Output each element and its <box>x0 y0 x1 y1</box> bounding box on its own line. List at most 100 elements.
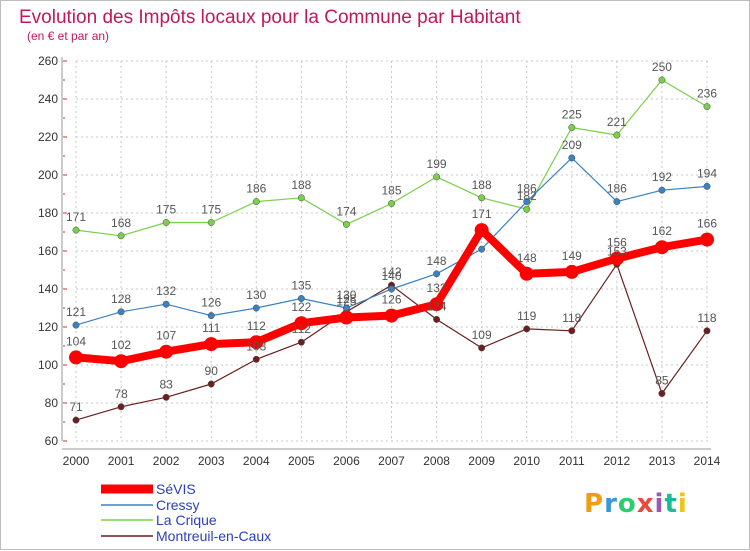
data-point <box>207 219 215 226</box>
data-point <box>523 325 531 333</box>
logo-letter: r <box>604 489 618 519</box>
x-tick-label: 2001 <box>108 454 135 468</box>
series-layer <box>69 76 714 424</box>
data-label: 132 <box>156 284 176 298</box>
data-point <box>703 103 711 111</box>
data-point <box>117 308 125 316</box>
data-label: 119 <box>517 309 536 323</box>
data-point <box>252 304 260 312</box>
data-label: 182 <box>517 189 537 203</box>
data-point <box>114 354 129 369</box>
data-label: 132 <box>427 281 447 295</box>
data-point <box>339 310 354 325</box>
y-tick-label: 220 <box>38 130 58 144</box>
data-point <box>294 316 309 331</box>
data-label: 121 <box>66 305 86 319</box>
x-tick-label: 2007 <box>378 454 405 468</box>
data-point <box>297 338 305 346</box>
data-point <box>252 198 260 206</box>
axes: 60 80 100 120 140 160 180 200 220 240 260 2000 2001 2… <box>38 54 721 468</box>
data-label: 250 <box>652 60 672 74</box>
legend-label: La Crique <box>156 512 217 528</box>
data-label: 142 <box>381 265 401 279</box>
data-point <box>519 266 534 281</box>
data-label: 192 <box>652 170 672 184</box>
data-label: 85 <box>655 374 669 388</box>
y-tick-label: 160 <box>38 244 58 258</box>
data-label: 102 <box>111 338 131 352</box>
data-label: 174 <box>336 204 356 218</box>
data-point <box>609 251 624 266</box>
data-point <box>478 344 486 352</box>
data-point <box>703 327 711 335</box>
data-label: 112 <box>247 319 266 333</box>
data-label: 149 <box>562 249 582 263</box>
data-label: 109 <box>472 328 492 342</box>
proxiti-logo: Proxiti <box>584 489 688 519</box>
data-label: 186 <box>607 182 627 196</box>
x-tick-label: 2011 <box>559 454 585 468</box>
logo-letter: o <box>617 489 637 519</box>
y-tick-label: 180 <box>38 206 58 220</box>
data-label: 168 <box>111 216 131 230</box>
y-tick-label: 260 <box>38 54 58 68</box>
data-point <box>700 232 714 247</box>
y-tick-label: 100 <box>38 358 58 372</box>
data-point <box>388 285 395 293</box>
x-tick-label: 2013 <box>649 454 676 468</box>
data-point <box>207 312 215 320</box>
data-label: 71 <box>69 400 83 414</box>
data-label: 188 <box>472 178 492 192</box>
data-label: 104 <box>66 334 86 348</box>
data-label: 153 <box>607 244 627 258</box>
x-tick-label: 2006 <box>333 454 360 468</box>
data-point <box>478 194 486 202</box>
x-tick-label: 2002 <box>153 454 180 468</box>
data-label: 126 <box>201 296 221 310</box>
x-tick-label: 2003 <box>198 454 225 468</box>
data-point <box>117 232 125 240</box>
data-label: 118 <box>697 311 716 325</box>
data-point <box>252 355 260 363</box>
data-label: 148 <box>517 251 537 265</box>
data-label: 188 <box>291 178 311 192</box>
data-point <box>474 223 489 238</box>
logo-letter: i <box>654 489 665 519</box>
x-tick-label: 2014 <box>694 454 721 468</box>
data-label: 199 <box>427 157 447 171</box>
data-label: 128 <box>336 292 356 306</box>
data-point <box>249 335 264 350</box>
logo-letter: t <box>664 489 678 519</box>
data-point <box>429 297 444 312</box>
legend-label: Cressy <box>156 497 200 513</box>
data-point <box>162 300 170 308</box>
data-label: 171 <box>472 207 492 221</box>
data-label: 225 <box>562 108 582 122</box>
data-label: 103 <box>246 339 266 353</box>
data-label: 148 <box>427 254 447 268</box>
data-point <box>433 270 441 278</box>
data-label: 171 <box>66 210 86 224</box>
data-point <box>342 220 350 228</box>
data-label: 122 <box>291 300 311 314</box>
y-tick-label: 120 <box>38 320 58 334</box>
y-tick-label: 60 <box>45 434 59 448</box>
data-point <box>117 403 125 411</box>
data-point <box>162 393 170 401</box>
data-point <box>613 131 621 139</box>
logo-letter: P <box>584 489 605 519</box>
legend-label: SéVIS <box>156 481 196 497</box>
data-point <box>568 327 576 335</box>
data-label: 166 <box>697 217 717 231</box>
data-label: 130 <box>336 288 356 302</box>
data-label: 185 <box>381 184 401 198</box>
data-label: 128 <box>111 292 131 306</box>
y-tick-label: 80 <box>45 396 59 410</box>
logo-letter: x <box>636 489 655 519</box>
data-point <box>658 390 666 397</box>
data-label: 78 <box>114 387 128 401</box>
data-point <box>613 198 621 206</box>
x-tick-label: 2000 <box>63 454 90 468</box>
